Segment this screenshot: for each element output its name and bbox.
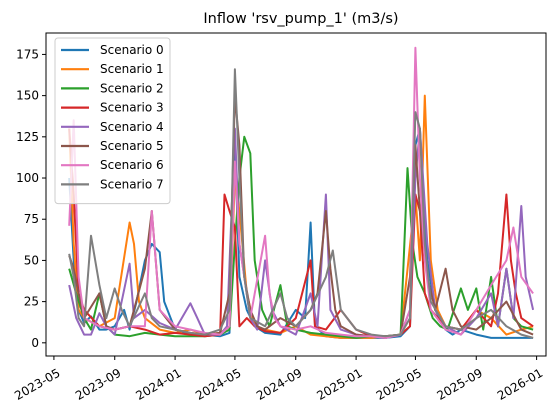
legend: Scenario 0 Scenario 1 Scenario 2 Scenario 3… [54,37,171,205]
y-tick-label: 0 [31,336,39,350]
y-tick-label: 75 [24,212,39,226]
x-tick-label: 2023-05 [12,366,62,403]
y-tick-label: 100 [16,171,39,185]
legend-label: Scenario 4 [100,120,164,134]
chart-title: Inflow 'rsv_pump_1' (m3/s) [203,11,398,27]
x-tick-label: 2025-09 [435,366,485,403]
plot-lines [68,46,535,339]
legend-box [54,37,171,205]
x-tick-label: 2026-01 [495,366,545,403]
y-tick-label: 25 [24,295,39,309]
y-axis: 0 25 50 75 100 125 150 175 [16,47,46,350]
series-line-6 [68,46,534,339]
legend-label: Scenario 2 [100,81,164,95]
legend-label: Scenario 7 [100,177,164,191]
legend-label: Scenario 0 [100,43,164,57]
legend-label: Scenario 5 [100,139,164,153]
x-tick-label: 2023-09 [73,366,123,403]
x-tick-label: 2025-05 [374,366,424,403]
x-tick-label: 2024-01 [133,366,183,403]
x-tick-label: 2024-09 [254,366,304,403]
series-line-7 [68,68,534,339]
y-tick-label: 50 [24,253,39,267]
y-tick-label: 125 [16,130,39,144]
x-tick-label: 2024-05 [193,366,243,403]
y-tick-label: 150 [16,89,39,103]
x-axis: 2023-05 2023-09 2024-01 2024-05 2024-09 2025-… [12,356,545,403]
y-tick-label: 175 [16,47,39,61]
legend-label: Scenario 3 [100,101,164,115]
legend-label: Scenario 1 [100,62,164,76]
legend-label: Scenario 6 [100,158,164,172]
x-tick-label: 2025-01 [314,366,364,403]
